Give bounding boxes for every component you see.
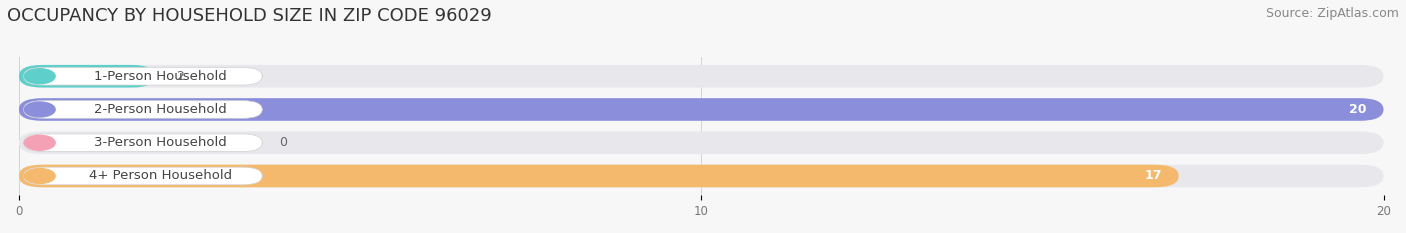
Text: 4+ Person Household: 4+ Person Household xyxy=(89,169,232,182)
Text: 17: 17 xyxy=(1144,169,1161,182)
Text: 0: 0 xyxy=(280,136,287,149)
FancyBboxPatch shape xyxy=(24,101,263,118)
Text: 20: 20 xyxy=(1348,103,1367,116)
Circle shape xyxy=(24,135,55,150)
Circle shape xyxy=(24,69,55,84)
Circle shape xyxy=(24,102,55,117)
FancyBboxPatch shape xyxy=(18,98,1384,121)
Text: 3-Person Household: 3-Person Household xyxy=(94,136,226,149)
Text: OCCUPANCY BY HOUSEHOLD SIZE IN ZIP CODE 96029: OCCUPANCY BY HOUSEHOLD SIZE IN ZIP CODE … xyxy=(7,7,492,25)
Text: Source: ZipAtlas.com: Source: ZipAtlas.com xyxy=(1265,7,1399,20)
FancyBboxPatch shape xyxy=(24,134,263,151)
FancyBboxPatch shape xyxy=(18,165,1384,187)
Circle shape xyxy=(24,168,55,183)
FancyBboxPatch shape xyxy=(18,98,1384,121)
FancyBboxPatch shape xyxy=(18,165,1178,187)
FancyBboxPatch shape xyxy=(18,131,1384,154)
Text: 1-Person Household: 1-Person Household xyxy=(94,70,226,83)
FancyBboxPatch shape xyxy=(24,67,263,85)
FancyBboxPatch shape xyxy=(18,65,1384,88)
Text: 2: 2 xyxy=(176,70,184,83)
FancyBboxPatch shape xyxy=(18,65,155,88)
Text: 2-Person Household: 2-Person Household xyxy=(94,103,226,116)
FancyBboxPatch shape xyxy=(24,167,263,185)
